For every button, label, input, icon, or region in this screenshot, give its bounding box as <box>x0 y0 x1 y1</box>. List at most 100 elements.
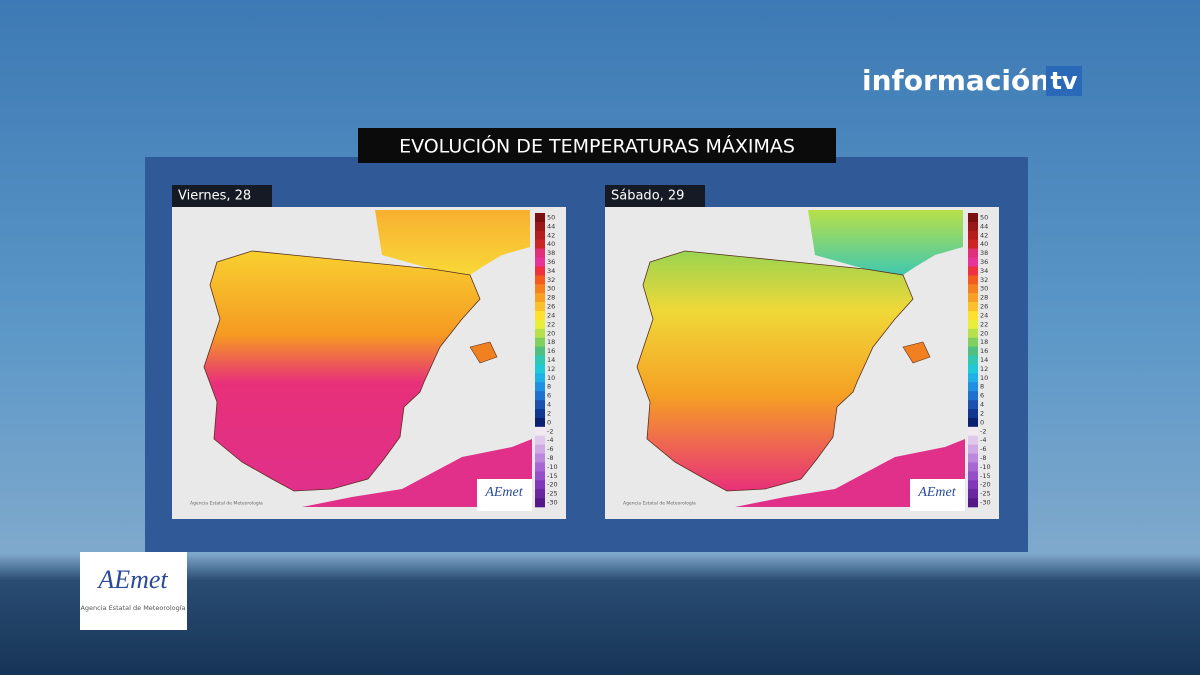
legend-swatch <box>535 230 545 241</box>
legend-swatch <box>535 302 545 312</box>
iberia <box>636 250 914 492</box>
legend-label: 50 <box>980 213 988 221</box>
legend-label: -4 <box>980 436 986 444</box>
legend-swatch <box>535 248 545 258</box>
legend-label: 44 <box>547 222 555 230</box>
legend-label: 34 <box>980 267 988 275</box>
legend-label: 14 <box>980 356 988 364</box>
legend-swatch <box>535 453 545 463</box>
legend-label: 22 <box>547 320 555 328</box>
legend-swatch <box>968 311 978 321</box>
legend-swatch <box>535 498 545 508</box>
legend-swatch <box>535 328 545 339</box>
legend-swatch <box>968 230 978 241</box>
legend-swatch <box>968 239 978 249</box>
legend-swatch <box>535 266 545 276</box>
legend-label: 40 <box>980 240 988 248</box>
legend-swatch <box>968 417 978 428</box>
legend-label: 38 <box>980 249 988 257</box>
legend-swatch <box>968 284 978 294</box>
legend-label: -20 <box>547 481 558 489</box>
legend-swatch <box>968 400 978 410</box>
legend-swatch <box>968 480 978 490</box>
legend-label: 0 <box>980 418 984 426</box>
legend-swatch <box>968 319 978 330</box>
iberia <box>203 250 481 492</box>
africa <box>302 439 532 507</box>
legend-label: -6 <box>547 445 553 453</box>
legend-swatch <box>968 409 978 419</box>
brand: información <box>862 64 1050 97</box>
legend-label: 26 <box>980 303 988 311</box>
legend-swatch <box>968 471 978 481</box>
legend-label: -2 <box>980 427 986 435</box>
legend-swatch <box>968 302 978 312</box>
legend-label: 30 <box>547 285 555 293</box>
legend-swatch <box>535 275 545 285</box>
africa <box>735 439 965 507</box>
legend-swatch <box>535 435 545 445</box>
label-tab <box>605 185 705 207</box>
legend-swatch <box>968 426 978 437</box>
legend-label: 28 <box>547 294 555 302</box>
legend-swatch <box>535 293 545 303</box>
logo-box <box>910 479 965 511</box>
legend-swatch <box>535 400 545 410</box>
legend-label: 50 <box>547 213 555 221</box>
legend-label: 20 <box>980 329 988 337</box>
legend-label: -20 <box>980 481 991 489</box>
title: EVOLUCIÓN DE TEMPERATURAS MÁXIMAS <box>399 134 795 158</box>
panel-label: Viernes, 28 <box>178 189 251 204</box>
legend-swatch <box>535 257 545 267</box>
legend-label: 26 <box>547 303 555 311</box>
legend-label: 6 <box>980 392 984 400</box>
legend-swatch <box>968 462 978 472</box>
legend-swatch <box>535 355 545 365</box>
map-credit: Agencia Estatal de Meteorología <box>190 500 263 507</box>
legend-label: -8 <box>980 454 986 462</box>
footer-logo: AEmet <box>96 565 168 594</box>
legend-label: 8 <box>980 383 984 391</box>
legend-label: 6 <box>547 392 551 400</box>
legend-label: 2 <box>980 409 984 417</box>
legend-label: 36 <box>547 258 555 266</box>
legend-label: 0 <box>547 418 551 426</box>
logo-box <box>477 479 532 511</box>
france <box>808 210 963 275</box>
map-credit: Agencia Estatal de Meteorología <box>623 500 696 507</box>
legend-swatch <box>968 328 978 339</box>
legend-swatch <box>968 355 978 365</box>
legend-label: 24 <box>547 311 555 319</box>
map-logo: AEmet <box>917 485 956 500</box>
legend-label: 20 <box>547 329 555 337</box>
legend-label: 28 <box>980 294 988 302</box>
legend-swatch <box>535 213 545 223</box>
legend-label: -2 <box>547 427 553 435</box>
legend-label: 32 <box>980 276 988 284</box>
legend-label: -15 <box>980 472 991 480</box>
legend-label: 12 <box>547 365 555 373</box>
balearic-islands <box>469 341 498 364</box>
legend-label: -10 <box>980 463 991 471</box>
legend-swatch <box>968 266 978 276</box>
legend-swatch <box>535 409 545 419</box>
legend-label: 36 <box>980 258 988 266</box>
legend-label: 4 <box>980 401 984 409</box>
legend-swatch <box>535 311 545 321</box>
legend-swatch <box>535 382 545 392</box>
legend-label: -10 <box>547 463 558 471</box>
legend-swatch <box>968 346 978 356</box>
legend-swatch <box>968 337 978 347</box>
legend-swatch <box>968 498 978 508</box>
legend-label: 10 <box>547 374 555 382</box>
legend-swatch <box>968 489 978 499</box>
legend-swatch <box>968 382 978 392</box>
legend-swatch <box>535 319 545 330</box>
title-box <box>358 128 836 163</box>
france <box>375 210 530 275</box>
legend-swatch <box>535 489 545 499</box>
legend-swatch <box>968 275 978 285</box>
legend-label: 42 <box>547 231 555 239</box>
legend-label: 24 <box>980 311 988 319</box>
